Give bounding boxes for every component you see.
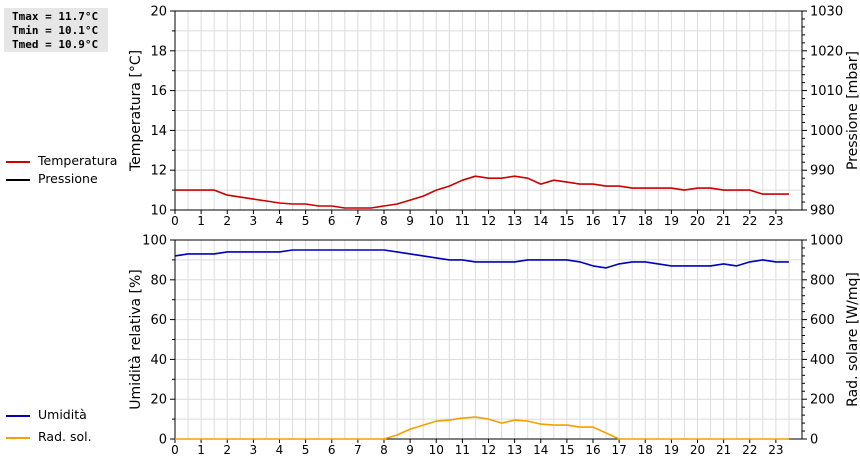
y-tick-label: 0	[159, 433, 167, 448]
x-tick-label: 10	[429, 214, 444, 228]
x-tick-label: 11	[455, 443, 470, 457]
x-tick-label: 2	[223, 214, 231, 228]
stat-tmed: Tmed = 10.9°C	[12, 38, 99, 51]
legend-label: Rad. sol.	[38, 429, 92, 444]
x-tick-label: 5	[302, 443, 310, 457]
y2-tick-label: 0	[810, 433, 818, 448]
x-tick-label: 1	[197, 214, 205, 228]
x-tick-label: 14	[533, 214, 548, 228]
x-tick-label: 19	[664, 443, 679, 457]
x-tick-label: 13	[507, 443, 522, 457]
y2-tick-label: 1010	[810, 84, 843, 99]
y2-tick-label: 990	[810, 164, 835, 179]
y2-axis-label: Pressione [mbar]	[845, 51, 860, 170]
stats-box: Tmax = 11.7°C Tmin = 10.1°C Tmed = 10.9°…	[4, 8, 108, 52]
x-tick-label: 6	[328, 214, 336, 228]
legend-label: Pressione	[38, 171, 98, 186]
y-tick-label: 20	[150, 393, 167, 408]
y-axis-label: Umidità relativa [%]	[128, 269, 144, 410]
x-tick-label: 8	[380, 214, 388, 228]
x-tick-label: 12	[481, 214, 496, 228]
x-tick-label: 21	[716, 443, 731, 457]
y2-axis-label: Rad. solare [W/mq]	[845, 272, 860, 407]
x-tick-label: 0	[171, 214, 179, 228]
y-tick-label: 80	[150, 273, 167, 288]
y-tick-label: 100	[142, 234, 167, 249]
x-tick-label: 4	[276, 214, 284, 228]
x-tick-label: 11	[455, 214, 470, 228]
x-tick-label: 17	[611, 443, 626, 457]
y2-tick-label: 600	[810, 313, 835, 328]
x-tick-label: 21	[716, 214, 731, 228]
x-tick-label: 7	[354, 443, 362, 457]
x-tick-label: 22	[742, 443, 757, 457]
x-tick-label: 13	[507, 214, 522, 228]
x-tick-label: 16	[585, 214, 600, 228]
chart-panel-1: 0 1 2 3 4 5 6 7 8 9 10 11 12 13 14 15 16 17 18 19 20 21 22 2302…	[128, 234, 860, 458]
y-tick-label: 18	[150, 44, 167, 59]
x-tick-label: 20	[690, 214, 705, 228]
x-tick-label: 18	[638, 443, 653, 457]
x-tick-label: 9	[406, 214, 414, 228]
x-tick-label: 14	[533, 443, 548, 457]
legend-swatch	[6, 437, 30, 439]
x-tick-label: 0	[171, 443, 179, 457]
x-tick-label: 20	[690, 443, 705, 457]
y2-tick-label: 1030	[810, 5, 843, 20]
y2-tick-label: 1000	[810, 234, 843, 249]
x-tick-label: 12	[481, 443, 496, 457]
y-tick-label: 10	[150, 204, 167, 219]
y2-tick-label: 400	[810, 353, 835, 368]
x-tick-label: 18	[638, 214, 653, 228]
x-tick-label: 17	[611, 214, 626, 228]
series-line-rad-sol-	[175, 416, 789, 440]
x-tick-label: 15	[559, 214, 574, 228]
legend-label: Temperatura	[38, 153, 118, 168]
x-tick-label: 23	[768, 443, 783, 457]
y-tick-label: 60	[150, 313, 167, 328]
legend-label: Umidità	[38, 407, 87, 422]
y2-tick-label: 200	[810, 393, 835, 408]
legend-swatch	[6, 161, 30, 163]
x-tick-label: 7	[354, 214, 362, 228]
y-tick-label: 14	[150, 124, 167, 139]
series-line-temperatura	[175, 175, 789, 209]
chart-panel-0: 0 1 2 3 4 5 6 7 8 9 10 11 12 13 14 15 16 17 18 19 20 21 22 2310…	[128, 5, 860, 229]
x-tick-label: 9	[406, 443, 414, 457]
x-tick-label: 19	[664, 214, 679, 228]
y-axis-label: Temperatura [°C]	[128, 50, 144, 172]
x-tick-label: 5	[302, 214, 310, 228]
x-tick-label: 4	[276, 443, 284, 457]
y2-tick-label: 1020	[810, 44, 843, 59]
y2-tick-label: 800	[810, 273, 835, 288]
stat-tmax: Tmax = 11.7°C	[12, 10, 99, 23]
y-tick-label: 20	[150, 5, 167, 20]
legend-swatch	[6, 179, 30, 181]
y2-tick-label: 980	[810, 204, 835, 219]
x-tick-label: 22	[742, 214, 757, 228]
x-tick-label: 3	[250, 214, 258, 228]
y-tick-label: 16	[150, 84, 167, 99]
y-tick-label: 12	[150, 164, 167, 179]
x-tick-label: 6	[328, 443, 336, 457]
y-tick-label: 40	[150, 353, 167, 368]
x-tick-label: 10	[429, 443, 444, 457]
x-tick-label: 3	[250, 443, 258, 457]
series-line-umidit-	[174, 249, 789, 269]
x-tick-label: 15	[559, 443, 574, 457]
x-tick-label: 16	[585, 443, 600, 457]
x-tick-label: 23	[768, 214, 783, 228]
x-tick-label: 1	[197, 443, 205, 457]
y2-tick-label: 1000	[810, 124, 843, 139]
x-tick-label: 8	[380, 443, 388, 457]
legend-swatch	[6, 415, 30, 417]
stat-tmin: Tmin = 10.1°C	[12, 24, 99, 37]
x-tick-label: 2	[223, 443, 231, 457]
